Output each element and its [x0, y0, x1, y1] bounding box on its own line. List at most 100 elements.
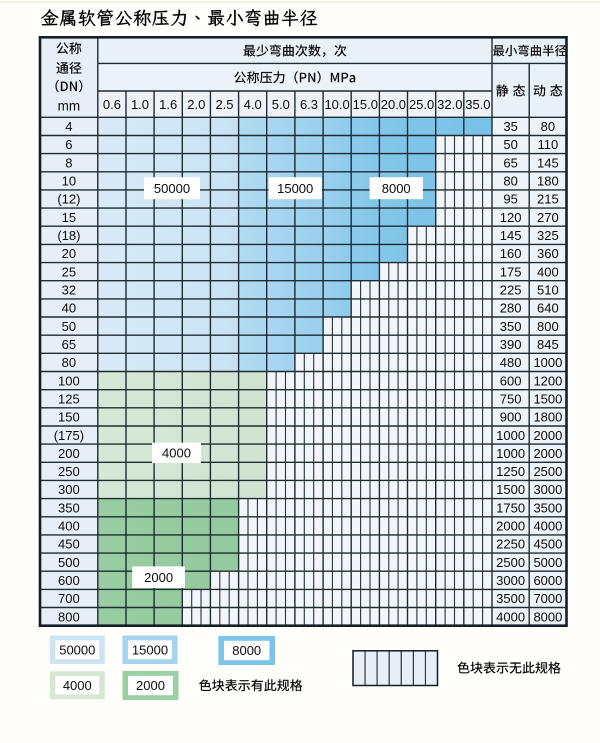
svg-text:5000: 5000: [533, 555, 562, 570]
svg-text:80: 80: [503, 174, 517, 189]
svg-text:900: 900: [500, 410, 522, 425]
svg-text:280: 280: [500, 301, 522, 316]
svg-text:510: 510: [537, 283, 559, 298]
svg-text:100: 100: [58, 373, 80, 388]
svg-text:(12): (12): [57, 192, 80, 207]
svg-text:360: 360: [537, 246, 559, 261]
svg-text:65: 65: [503, 155, 517, 170]
svg-text:215: 215: [537, 192, 559, 207]
svg-text:200: 200: [58, 446, 80, 461]
svg-text:(18): (18): [57, 228, 80, 243]
svg-text:1000: 1000: [533, 355, 562, 370]
svg-text:20.0: 20.0: [381, 97, 406, 112]
svg-text:2000: 2000: [533, 446, 562, 461]
svg-text:35: 35: [503, 119, 517, 134]
svg-text:2.0: 2.0: [187, 97, 205, 112]
svg-text:32: 32: [62, 283, 76, 298]
svg-text:4000: 4000: [533, 519, 562, 534]
svg-text:6000: 6000: [533, 573, 562, 588]
svg-text:(175): (175): [54, 428, 84, 443]
svg-text:480: 480: [500, 355, 522, 370]
svg-text:2000: 2000: [136, 678, 165, 693]
svg-text:4000: 4000: [63, 678, 92, 693]
svg-text:8: 8: [65, 155, 72, 170]
svg-text:2000: 2000: [533, 428, 562, 443]
svg-text:600: 600: [500, 373, 522, 388]
svg-text:5.0: 5.0: [272, 97, 290, 112]
svg-text:65: 65: [62, 337, 76, 352]
svg-text:700: 700: [58, 591, 80, 606]
svg-text:1.6: 1.6: [159, 97, 177, 112]
svg-text:35.0: 35.0: [465, 97, 490, 112]
svg-text:325: 325: [537, 228, 559, 243]
svg-text:800: 800: [537, 319, 559, 334]
svg-text:800: 800: [58, 609, 80, 624]
svg-text:2000: 2000: [144, 570, 173, 585]
svg-text:4.0: 4.0: [244, 97, 262, 112]
svg-text:50000: 50000: [154, 181, 190, 196]
svg-text:750: 750: [500, 391, 522, 406]
svg-text:6.3: 6.3: [300, 97, 318, 112]
svg-text:450: 450: [58, 537, 80, 552]
svg-text:95: 95: [503, 192, 517, 207]
svg-text:3000: 3000: [496, 573, 525, 588]
svg-text:1800: 1800: [533, 410, 562, 425]
svg-text:400: 400: [58, 519, 80, 534]
svg-text:8000: 8000: [533, 609, 562, 624]
svg-text:mm: mm: [58, 99, 81, 114]
svg-text:2250: 2250: [496, 537, 525, 552]
svg-text:2500: 2500: [533, 464, 562, 479]
svg-text:500: 500: [58, 555, 80, 570]
svg-text:180: 180: [537, 174, 559, 189]
svg-text:7000: 7000: [533, 591, 562, 606]
svg-text:15.0: 15.0: [353, 97, 378, 112]
svg-text:2000: 2000: [496, 519, 525, 534]
svg-text:350: 350: [500, 319, 522, 334]
svg-text:3500: 3500: [496, 591, 525, 606]
svg-text:3500: 3500: [533, 500, 562, 515]
svg-text:10: 10: [62, 174, 76, 189]
svg-text:8000: 8000: [232, 643, 261, 658]
svg-text:1500: 1500: [496, 482, 525, 497]
svg-text:80: 80: [541, 119, 555, 134]
svg-text:25.0: 25.0: [409, 97, 434, 112]
svg-text:400: 400: [537, 264, 559, 279]
svg-text:50: 50: [62, 319, 76, 334]
svg-text:15000: 15000: [277, 181, 313, 196]
svg-text:4000: 4000: [162, 446, 191, 461]
svg-text:15000: 15000: [132, 643, 168, 658]
svg-text:270: 270: [537, 210, 559, 225]
svg-text:2.5: 2.5: [215, 97, 233, 112]
svg-text:6: 6: [65, 137, 72, 152]
svg-text:845: 845: [537, 337, 559, 352]
svg-text:1500: 1500: [533, 391, 562, 406]
svg-text:2500: 2500: [496, 555, 525, 570]
svg-text:350: 350: [58, 500, 80, 515]
svg-text:3000: 3000: [533, 482, 562, 497]
svg-text:1000: 1000: [496, 446, 525, 461]
svg-text:40: 40: [62, 301, 76, 316]
svg-text:1.0: 1.0: [131, 97, 149, 112]
svg-text:145: 145: [537, 155, 559, 170]
svg-text:300: 300: [58, 482, 80, 497]
svg-text:50000: 50000: [59, 643, 95, 658]
svg-text:250: 250: [58, 464, 80, 479]
svg-text:15: 15: [62, 210, 76, 225]
svg-text:1750: 1750: [496, 500, 525, 515]
svg-text:390: 390: [500, 337, 522, 352]
svg-text:4500: 4500: [533, 537, 562, 552]
svg-text:125: 125: [58, 391, 80, 406]
svg-text:4000: 4000: [496, 609, 525, 624]
svg-text:640: 640: [537, 301, 559, 316]
svg-text:120: 120: [500, 210, 522, 225]
svg-text:1200: 1200: [533, 373, 562, 388]
svg-text:1000: 1000: [496, 428, 525, 443]
svg-text:225: 225: [500, 283, 522, 298]
svg-text:110: 110: [538, 137, 559, 152]
svg-text:175: 175: [500, 264, 522, 279]
svg-text:8000: 8000: [382, 181, 411, 196]
svg-text:25: 25: [62, 264, 76, 279]
svg-text:145: 145: [500, 228, 522, 243]
svg-text:1250: 1250: [496, 464, 525, 479]
svg-text:80: 80: [62, 355, 76, 370]
